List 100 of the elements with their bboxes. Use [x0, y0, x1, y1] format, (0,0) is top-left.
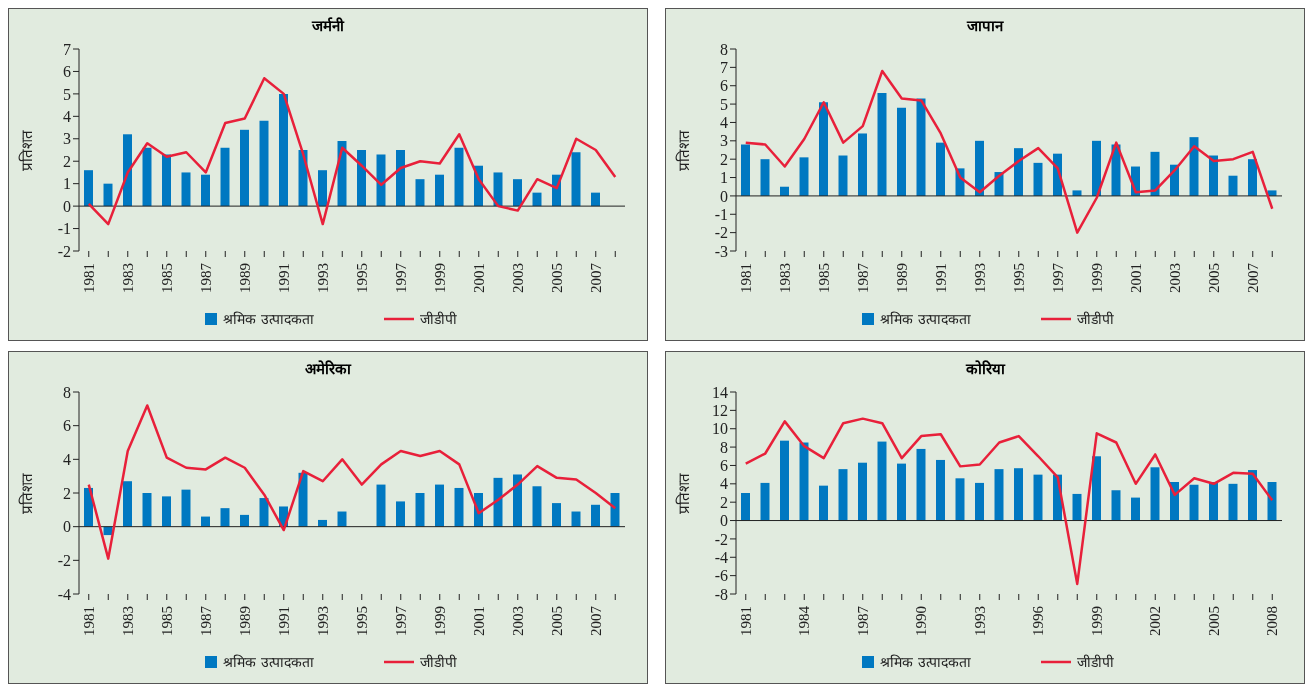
y-tick-label: -1	[714, 205, 728, 223]
x-tick-label: 1996	[1030, 605, 1047, 636]
x-tick-label: 1995	[1010, 263, 1027, 293]
y-tick-label: 0	[720, 512, 728, 530]
y-tick-label: 3	[720, 132, 728, 150]
legend-label: श्रमिक उत्पादकता	[879, 310, 971, 328]
x-tick-label: 1999	[1088, 263, 1105, 293]
x-tick-label: 2001	[470, 263, 487, 293]
y-tick-label: -2	[57, 552, 71, 570]
x-tick-label: 1985	[158, 263, 175, 293]
y-tick-label: 5	[720, 95, 728, 113]
x-tick-label: 2003	[509, 606, 526, 636]
x-tick-label: 1993	[971, 263, 988, 293]
y-tick-label: 0	[720, 187, 728, 205]
y-tick-label: 6	[63, 63, 71, 81]
y-tick-label: 8	[720, 438, 728, 456]
y-tick-label: -8	[714, 585, 728, 603]
y-tick-label: 12	[712, 402, 728, 420]
y-tick-label: 2	[720, 493, 728, 511]
x-tick-label: 1999	[431, 606, 448, 636]
x-tick-label: 1999	[1088, 606, 1105, 636]
y-tick-label: -2	[714, 224, 728, 242]
x-tick-label: 1989	[893, 263, 910, 293]
x-tick-label: 2005	[1205, 263, 1222, 293]
x-tick-label: 1984	[796, 605, 813, 636]
x-tick-label: 2001	[470, 606, 487, 636]
y-tick-label: -6	[714, 567, 728, 585]
x-tick-label: 1999	[431, 263, 448, 293]
chart-title: जर्मनी	[310, 16, 346, 37]
x-tick-label: 1997	[392, 605, 409, 636]
legend-label: जीडीपी	[418, 653, 457, 671]
x-tick-label: 2003	[509, 263, 526, 293]
legend-label: जीडीपी	[1075, 653, 1114, 671]
y-tick-label: 2	[720, 150, 728, 168]
y-tick-label: 8	[63, 383, 71, 401]
x-tick-label: 2001	[1127, 263, 1144, 293]
x-tick-label: 1997	[1049, 262, 1066, 293]
x-tick-label: 1983	[776, 263, 793, 293]
x-tick-label: 1987	[197, 262, 214, 293]
y-tick-label: 1	[63, 175, 71, 193]
x-tick-label: 1981	[737, 263, 754, 293]
y-tick-label: -3	[714, 242, 728, 260]
y-tick-label: 7	[63, 40, 71, 58]
x-tick-label: 2005	[1205, 606, 1222, 636]
chart-title: अमेरिका	[304, 359, 353, 380]
y-tick-label: 14	[712, 383, 728, 401]
y-tick-label: 1	[720, 169, 728, 187]
x-tick-label: 1981	[80, 263, 97, 293]
y-tick-label: -4	[714, 548, 728, 566]
y-tick-label: 4	[720, 114, 728, 132]
y-tick-label: 6	[720, 457, 728, 475]
x-tick-label: 1993	[314, 606, 331, 636]
x-tick-label: 1989	[236, 606, 253, 636]
x-tick-label: 2002	[1147, 606, 1164, 636]
x-tick-label: 1987	[854, 605, 871, 636]
x-tick-label: 2007	[587, 605, 604, 636]
y-tick-label: 4	[720, 475, 728, 493]
y-tick-label: 2	[63, 152, 71, 170]
x-tick-label: 2003	[1166, 263, 1183, 293]
y-tick-label: 8	[720, 40, 728, 58]
legend-label: श्रमिक उत्पादकता	[879, 653, 971, 671]
x-tick-label: 2005	[548, 263, 565, 293]
x-tick-label: 2005	[548, 606, 565, 636]
x-tick-label: 1983	[119, 606, 136, 636]
y-axis-title: प्रतिशत	[675, 472, 694, 514]
x-tick-label: 1987	[854, 262, 871, 293]
x-tick-label: 1985	[158, 606, 175, 636]
x-tick-label: 1985	[815, 263, 832, 293]
y-tick-label: 0	[63, 518, 71, 536]
x-tick-label: 1990	[913, 606, 930, 636]
x-tick-label: 2007	[587, 262, 604, 293]
x-tick-label: 2007	[1244, 262, 1261, 293]
x-tick-label: 1993	[971, 606, 988, 636]
legend-label: श्रमिक उत्पादकता	[222, 653, 314, 671]
chart-title: कोरिया	[964, 359, 1007, 380]
legend-label: श्रमिक उत्पादकता	[222, 310, 314, 328]
legend-label: जीडीपी	[418, 310, 457, 328]
y-tick-label: 6	[720, 77, 728, 95]
y-axis-title: प्रतिशत	[18, 472, 37, 514]
y-tick-label: 7	[720, 59, 728, 77]
x-tick-label: 1989	[236, 263, 253, 293]
y-axis-title: प्रतिशत	[18, 129, 37, 171]
y-tick-label: 10	[712, 420, 728, 438]
y-tick-label: 6	[63, 417, 71, 435]
x-tick-label: 1991	[932, 263, 949, 293]
y-tick-label: 0	[63, 197, 71, 215]
x-tick-label: 1991	[275, 263, 292, 293]
x-tick-label: 1981	[80, 606, 97, 636]
x-tick-label: 1993	[314, 263, 331, 293]
y-tick-label: -2	[714, 530, 728, 548]
y-tick-label: -2	[57, 242, 71, 260]
x-tick-label: 1997	[392, 262, 409, 293]
y-tick-label: 4	[63, 108, 71, 126]
y-axis-title: प्रतिशत	[675, 129, 694, 171]
y-tick-label: 2	[63, 484, 71, 502]
x-tick-label: 1981	[737, 606, 754, 636]
x-tick-label: 2008	[1264, 606, 1281, 636]
y-tick-label: -4	[57, 585, 71, 603]
x-tick-label: 1995	[353, 606, 370, 636]
y-tick-label: 4	[63, 451, 71, 469]
